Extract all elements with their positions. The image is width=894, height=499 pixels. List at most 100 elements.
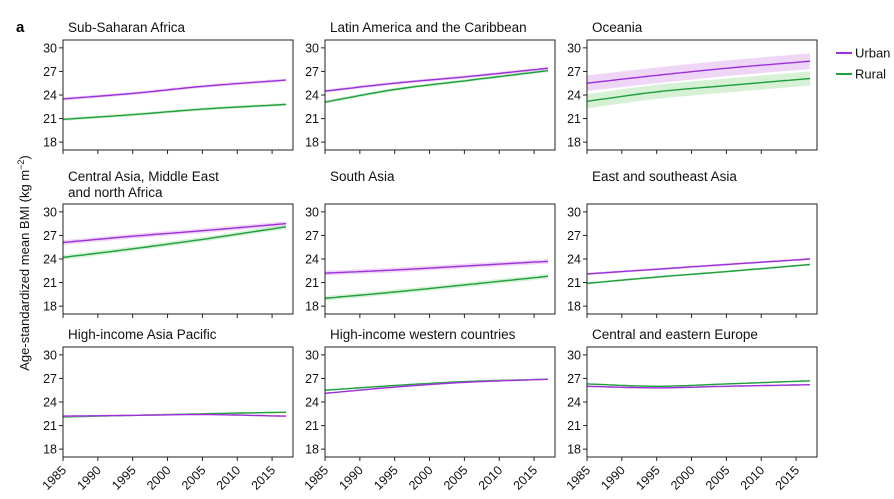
series-line-rural (586, 263, 811, 285)
y-tick-label: 21 (43, 419, 57, 433)
y-axis-label-close: ) (17, 155, 32, 159)
y-tick-label: 30 (305, 348, 319, 362)
y-tick-label: 30 (43, 348, 57, 362)
x-tick-label: 2010 (476, 463, 506, 493)
y-tick-label: 30 (567, 41, 581, 55)
y-tick-label: 27 (43, 372, 57, 386)
y-tick-label: 21 (305, 276, 319, 290)
panel-frame (586, 346, 818, 458)
y-tick-label: 24 (43, 89, 57, 103)
y-tick-label: 18 (43, 443, 57, 457)
panel-title: High-income western countries (330, 327, 516, 342)
panel-letter: a (16, 19, 25, 36)
panel-7: High-income western countries 18 21 24 27 30 1… (302, 327, 556, 493)
y-tick-label: 18 (567, 300, 581, 314)
series-line-urban (62, 222, 287, 244)
x-tick-label: 2015 (773, 463, 803, 493)
y-tick-label: 18 (305, 300, 319, 314)
y-tick-label: 24 (305, 89, 319, 103)
panel-frame (586, 203, 818, 315)
panel-8: Central and eastern Europe 18 21 24 27 30 1985… (564, 327, 818, 493)
y-tick-label: 24 (305, 253, 319, 267)
y-tick-label: 27 (305, 229, 319, 243)
panel-title: Sub-Saharan Africa (68, 20, 186, 35)
y-tick-label: 18 (305, 443, 319, 457)
x-tick-label: 2000 (668, 463, 698, 493)
y-tick-label: 18 (305, 136, 319, 150)
legend-label-rural: Rural (855, 67, 886, 82)
x-tick-label: 1990 (336, 463, 366, 493)
panel-frame (324, 346, 556, 458)
y-tick-label: 30 (567, 205, 581, 219)
panel-title: Oceania (592, 20, 643, 35)
legend: Urban Rural (836, 46, 890, 82)
y-tick-label: 21 (43, 112, 57, 126)
panel-frame (62, 203, 294, 315)
series-line-urban (586, 258, 811, 275)
x-tick-label: 2000 (406, 463, 436, 493)
y-tick-label: 18 (567, 136, 581, 150)
series-band-rural (63, 224, 286, 260)
y-tick-label: 30 (305, 205, 319, 219)
series-line-rural (62, 103, 287, 121)
y-tick-label: 21 (305, 112, 319, 126)
panel-4: South Asia 18 21 24 27 30 (305, 169, 556, 318)
panel-title: South Asia (330, 169, 395, 184)
x-tick-label: 1995 (109, 463, 139, 493)
series-band-rural (587, 71, 810, 109)
y-tick-label: 27 (43, 229, 57, 243)
y-tick-label: 30 (305, 41, 319, 55)
y-axis-label: Age-standardized mean BMI (kg m−2) (16, 155, 32, 370)
panel-2: Oceania 18 21 24 27 30 (567, 20, 818, 154)
x-tick-label: 1990 (598, 463, 628, 493)
series-line-rural (586, 380, 811, 387)
y-tick-label: 24 (43, 253, 57, 267)
panel-title: and north Africa (68, 185, 163, 200)
y-tick-label: 21 (567, 419, 581, 433)
panel-title: Central Asia, Middle East (68, 169, 219, 184)
x-tick-label: 1985 (302, 463, 332, 493)
x-tick-label: 1985 (40, 463, 70, 493)
y-tick-label: 21 (43, 276, 57, 290)
panel-title: High-income Asia Pacific (68, 327, 217, 342)
series-line-urban (586, 60, 811, 84)
panel-1: Latin America and the Caribbean 18 21 24 27 3… (305, 20, 556, 154)
series-line-urban (324, 67, 549, 92)
series-line-rural (586, 77, 811, 102)
y-tick-label: 27 (305, 372, 319, 386)
y-tick-label: 24 (567, 89, 581, 103)
series-line-urban (62, 79, 287, 100)
x-tick-label: 2005 (703, 463, 733, 493)
x-tick-label: 1995 (371, 463, 401, 493)
x-tick-label: 1985 (564, 463, 594, 493)
x-tick-label: 2010 (214, 463, 244, 493)
y-tick-label: 18 (567, 443, 581, 457)
x-tick-label: 2010 (738, 463, 768, 493)
series-line-urban (63, 413, 286, 417)
panel-frame (62, 346, 294, 458)
series-band-urban (587, 53, 810, 92)
x-tick-label: 2015 (511, 463, 541, 493)
y-tick-label: 27 (305, 65, 319, 79)
y-axis-label-main: Age-standardized mean BMI (kg m (17, 170, 32, 371)
x-tick-label: 2015 (249, 463, 279, 493)
y-tick-label: 30 (43, 205, 57, 219)
series-band-rural (587, 380, 810, 388)
panel-5: East and southeast Asia 18 21 24 27 30 (567, 169, 818, 318)
panel-6: High-income Asia Pacific 18 21 24 27 30 1985 19… (40, 327, 294, 493)
y-axis-label-exponent: −2 (16, 160, 26, 170)
y-tick-label: 24 (43, 396, 57, 410)
legend-label-urban: Urban (855, 46, 890, 61)
series-line-urban (324, 260, 549, 274)
y-tick-label: 27 (567, 65, 581, 79)
x-tick-label: 2005 (441, 463, 471, 493)
panel-title: East and southeast Asia (592, 169, 737, 184)
y-tick-label: 18 (43, 136, 57, 150)
x-tick-label: 1995 (633, 463, 663, 493)
panel-title: Central and eastern Europe (592, 327, 758, 342)
panel-0: Sub-Saharan Africa 18 21 24 27 30 (43, 20, 294, 154)
y-tick-label: 21 (567, 112, 581, 126)
series-line-urban (586, 384, 811, 389)
y-tick-label: 27 (567, 229, 581, 243)
